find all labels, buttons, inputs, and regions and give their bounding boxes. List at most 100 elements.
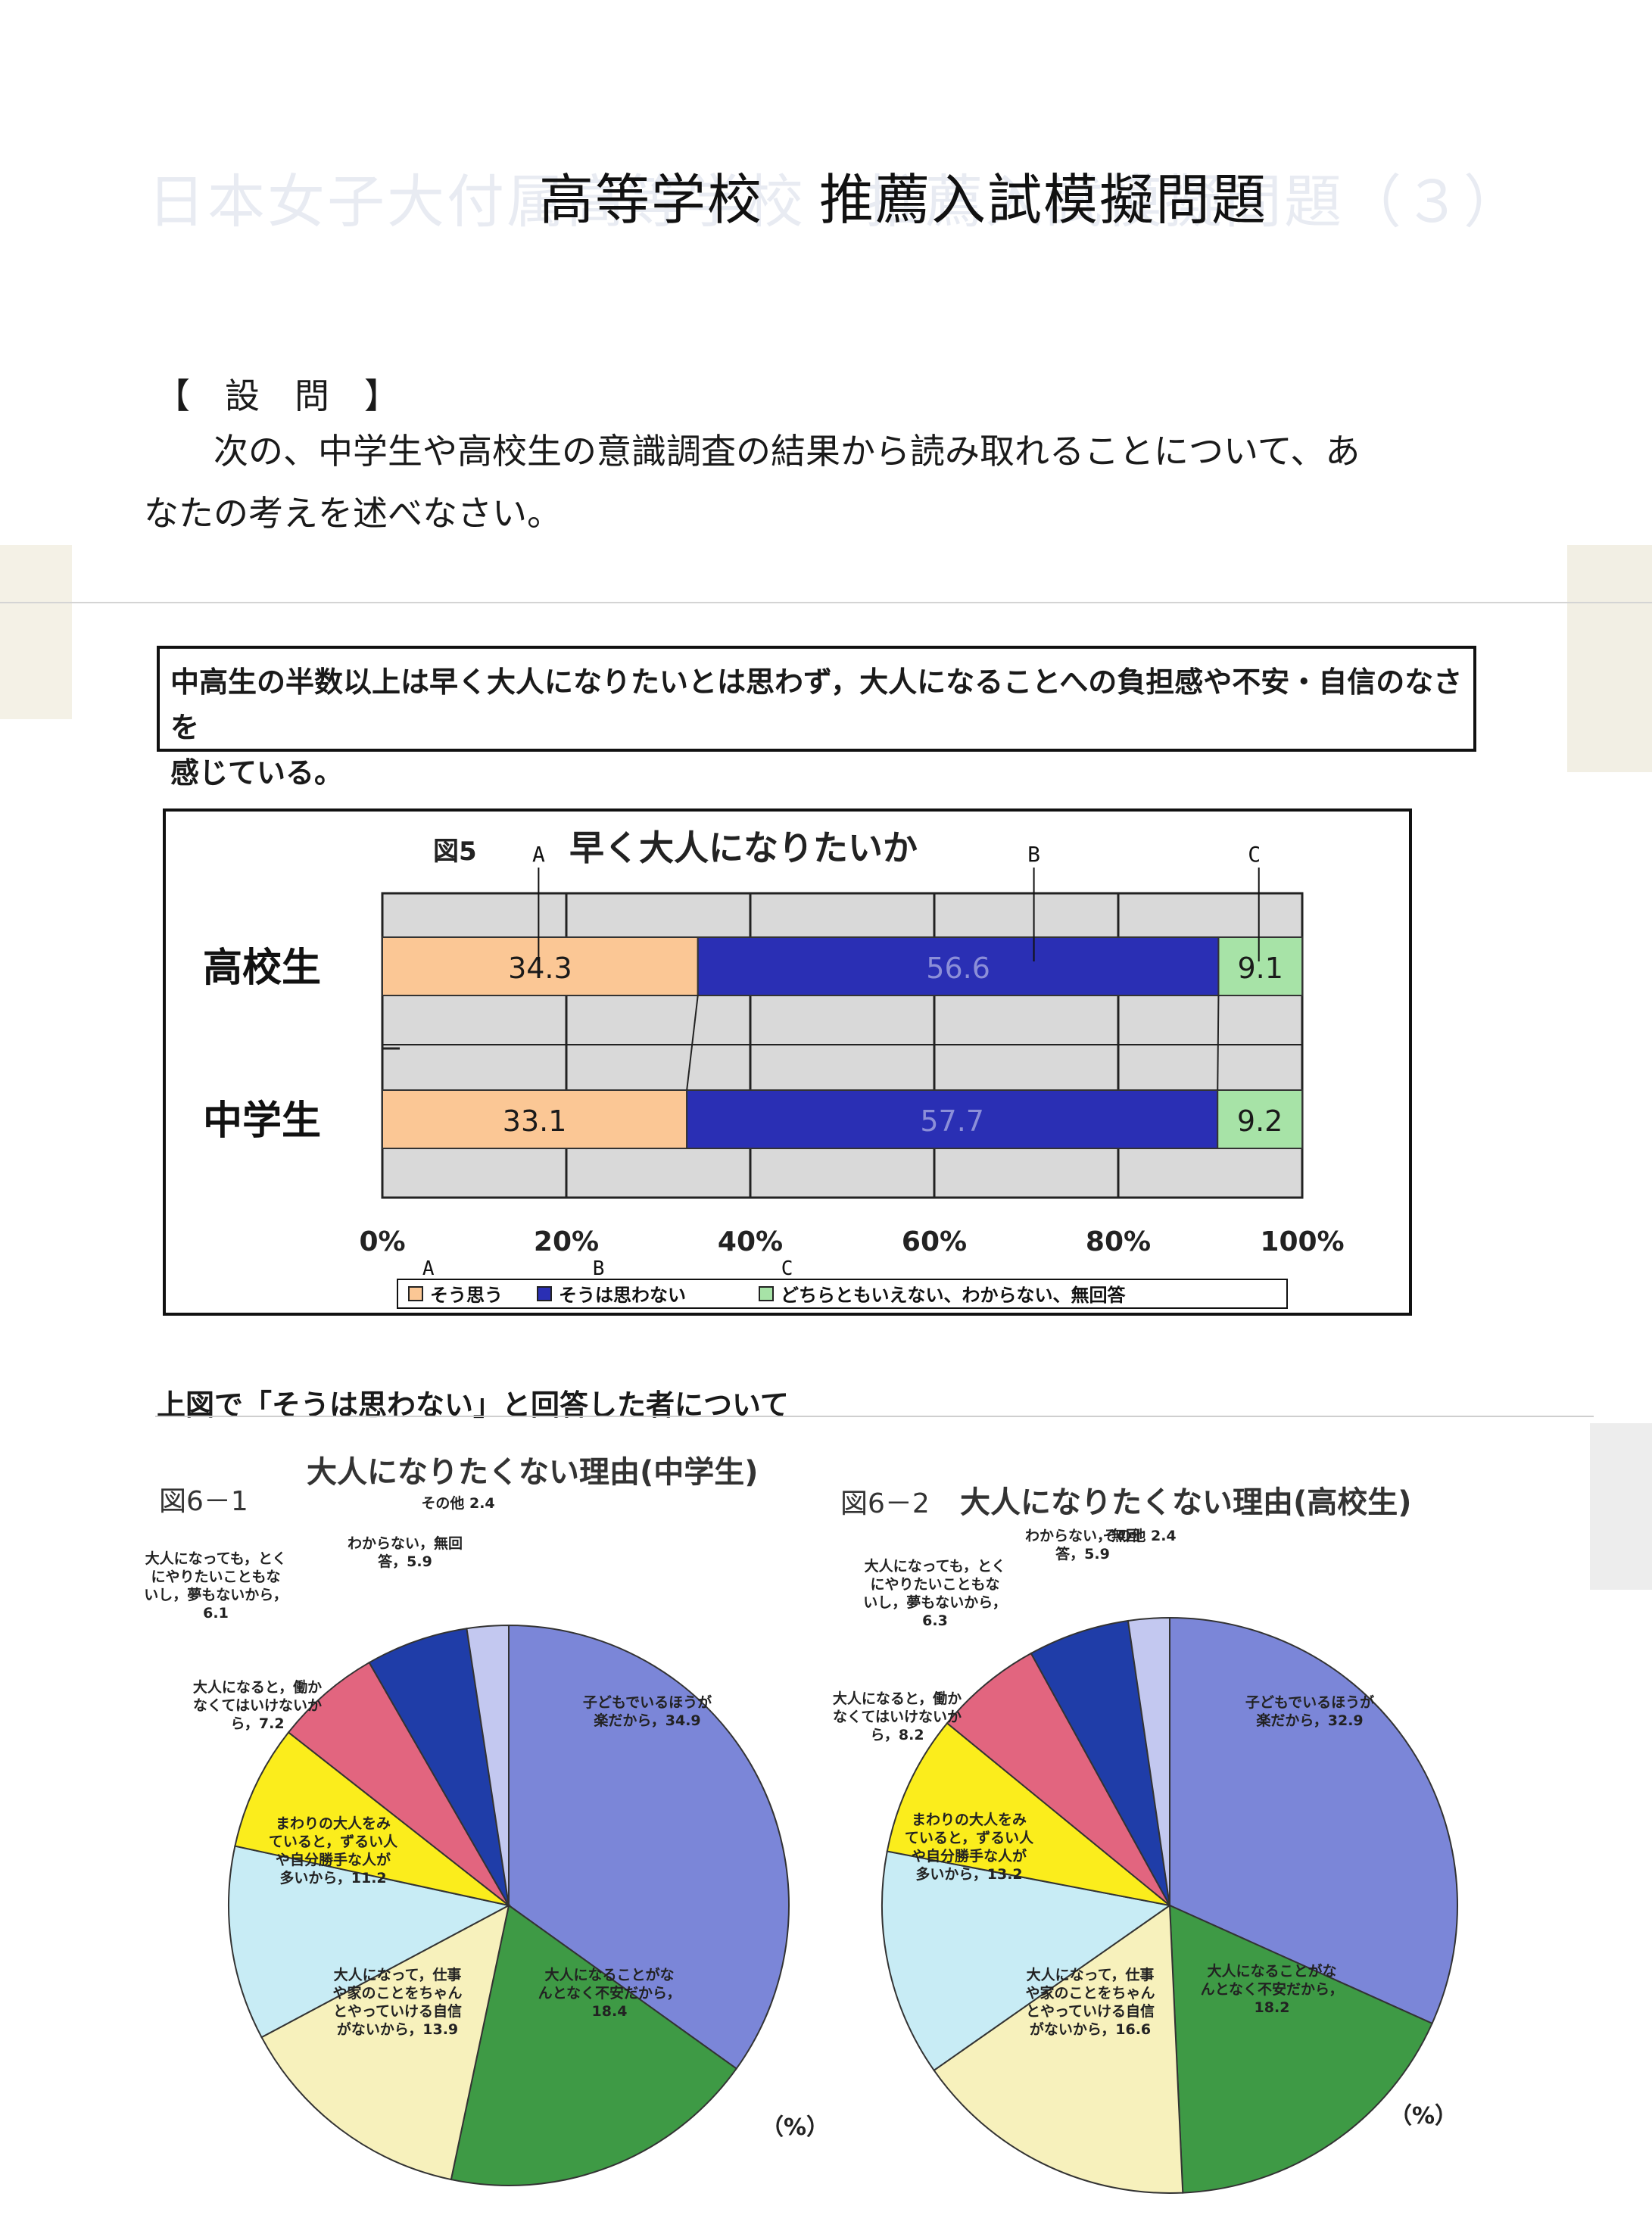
figure-5-frame <box>163 808 1412 1316</box>
slice-label: 大人になることがなんとなく不安だから， 18.4 <box>538 1966 681 2020</box>
legend-label: そうは思わない <box>559 1285 686 1306</box>
slice-label-line: いし，夢もないから， <box>863 1594 1006 1611</box>
bar-data-label: 9.1 <box>1237 952 1283 985</box>
slice-label: 子どもでいるほうが楽だから，34.9 <box>583 1693 712 1729</box>
slice-label: まわりの大人をみていると，ずるい人や自分勝手な人が多いから，13.2 <box>905 1811 1034 1883</box>
x-tick-label: 20% <box>534 1226 599 1257</box>
slice-label-line: わからない，無回 <box>1025 1527 1140 1544</box>
slice-label: 大人になっても，とくにやりたいこともないし，夢もないから， 6.1 <box>144 1550 287 1622</box>
slice-label: 大人になると，働かなくてはいけないから，8.2 <box>833 1690 962 1743</box>
slice-label-line: がないから，16.6 <box>1030 2020 1151 2038</box>
legend-swatch <box>759 1286 774 1301</box>
slice-label-line: 答，5.9 <box>1055 1545 1110 1562</box>
slice-label: まわりの大人をみていると，ずるい人や自分勝手な人が多いから，11.2 <box>269 1815 398 1886</box>
slice-label: 大人になって，仕事や家のことをちゃんとやっていける自信がないから，16.6 <box>1025 1966 1155 2038</box>
slice-label-line: とやっていける自信 <box>1026 2002 1155 2020</box>
slice-label-line: んとなく不安だから， <box>538 1984 681 2002</box>
slice-label-line: 6.3 <box>922 1612 948 1629</box>
slice-label-line: なくてはいけないか <box>193 1697 322 1714</box>
pie-slice <box>886 1721 1170 1906</box>
slice-label: その他 2.4 <box>421 1494 494 1512</box>
x-tick-label: 100% <box>1260 1226 1344 1257</box>
slice-label-line: 大人になって，仕事 <box>1027 1966 1155 1983</box>
pie-slice <box>450 1904 738 2186</box>
slice-label-line: その他 2.4 <box>421 1494 494 1512</box>
figure-6-pie-charts: 図6－1 大人になりたくない理由(中学生) （%） 子どもでいるほうが楽だから，34.… <box>144 1455 1459 2194</box>
slice-label-line: 6.1 <box>203 1605 229 1622</box>
slice-label-line: 大人になっても，とく <box>145 1550 287 1567</box>
pie-slice <box>508 1624 790 2070</box>
question-heading: 【 設 問 】 <box>155 375 399 416</box>
slice-label-line: 大人になることがな <box>1207 1962 1336 1980</box>
unit-label: （%） <box>1389 2103 1457 2130</box>
slice-label-line: や家のことをちゃん <box>1025 1984 1155 2002</box>
category-label: 高校生 <box>203 946 321 991</box>
slice-label-line: 楽だから，32.9 <box>1256 1712 1363 1729</box>
slice-label-line: や自分勝手な人が <box>912 1847 1027 1865</box>
slice-label-line: ていると，ずるい人 <box>269 1834 398 1850</box>
slice-label-line: ていると，ずるい人 <box>905 1830 1034 1846</box>
x-tick-label: 60% <box>902 1226 967 1257</box>
slice-label-line: 18.4 <box>592 2003 628 2020</box>
marker-label: B <box>1027 842 1040 867</box>
slice-label-line: 多いから，13.2 <box>915 1865 1022 1883</box>
legend-label: どちらともいえない、わからない、無回答 <box>781 1285 1127 1306</box>
bar-data-label: 57.7 <box>920 1104 984 1138</box>
slice-label-line: まわりの大人をみ <box>276 1815 391 1832</box>
bar-data-label: 56.6 <box>926 952 990 985</box>
slice-label: その他 2.4 <box>1102 1527 1176 1544</box>
pie-slice <box>234 1731 510 1906</box>
pie-slice <box>466 1624 510 1906</box>
slice-label: わからない，無回答，5.9 <box>1025 1527 1140 1562</box>
slice-label: 大人になって，仕事や家のことをちゃんとやっていける自信がないから，13.9 <box>332 1966 462 2038</box>
pie-slice <box>946 1652 1170 1906</box>
slice-label-line: 子どもでいるほうが <box>583 1693 712 1711</box>
slice-label-line: その他 2.4 <box>1102 1527 1176 1544</box>
marker-label: B <box>593 1257 605 1280</box>
pie-slice <box>1127 1616 1170 1906</box>
chart-title: 大人になりたくない理由(中学生) <box>307 1455 759 1490</box>
figure-label: 図6－1 <box>159 1486 248 1517</box>
question-text-line-1: 次の、中学生や高校生の意識調査の結果から読み取れることについて、あ <box>214 431 1361 472</box>
chart-title: 大人になりたくない理由(高校生) <box>960 1485 1412 1520</box>
pie-slice <box>228 1845 511 2039</box>
slice-label-line: ら，7.2 <box>230 1715 284 1732</box>
slice-label-line: とやっていける自信 <box>333 2002 462 2020</box>
pie-slice <box>260 1904 510 2181</box>
slice-label-line: 多いから，11.2 <box>279 1869 386 1886</box>
bar-segment <box>1217 936 1304 996</box>
slice-label-line: ら，8.2 <box>870 1727 924 1743</box>
category-label: 中学生 <box>203 1098 321 1144</box>
bar-data-label: 33.1 <box>503 1104 567 1138</box>
bar-segment <box>686 1089 1219 1149</box>
unit-label: （%） <box>761 2114 829 2141</box>
pie-slice <box>1030 1619 1170 1906</box>
bar-segment <box>382 1089 688 1149</box>
slice-label: 子どもでいるほうが楽だから，32.9 <box>1245 1693 1374 1729</box>
slice-label-line: わからない，無回 <box>348 1534 463 1552</box>
slice-label-line: にやりたいこともな <box>870 1576 999 1593</box>
x-tick-label: 0% <box>359 1226 405 1257</box>
legend-label: そう思う <box>430 1285 503 1306</box>
chart-title: 早く大人になりたいか <box>569 827 918 868</box>
slice-label-line: や家のことをちゃん <box>332 1984 462 2002</box>
scan-tape-artifact <box>0 545 72 719</box>
slice-label-line: 大人になって，仕事 <box>334 1966 462 1983</box>
summary-line-2: 感じている。 <box>170 756 344 790</box>
faded-title: 日本女子大付属高等学校 推薦入試模擬問題（３） <box>148 168 1523 235</box>
bar-segment <box>382 936 699 996</box>
pie-slice <box>1169 1616 1459 2025</box>
pie-slice <box>1168 1904 1433 2194</box>
slice-label-line: にやりたいこともな <box>151 1569 280 1585</box>
scan-edge-line <box>0 602 1652 603</box>
slice-label-line: 答，5.9 <box>378 1553 432 1570</box>
slice-label-line: がないから，13.9 <box>337 2020 458 2038</box>
pie-slice <box>368 1628 510 1906</box>
slice-label-line: 大人になると，働か <box>193 1678 322 1696</box>
marker-label: C <box>1248 842 1261 867</box>
slice-label: 大人になると，働かなくてはいけないから，7.2 <box>193 1678 322 1732</box>
bar-segment <box>697 936 1220 996</box>
marker-label: C <box>781 1257 793 1280</box>
x-tick-label: 40% <box>718 1226 783 1257</box>
